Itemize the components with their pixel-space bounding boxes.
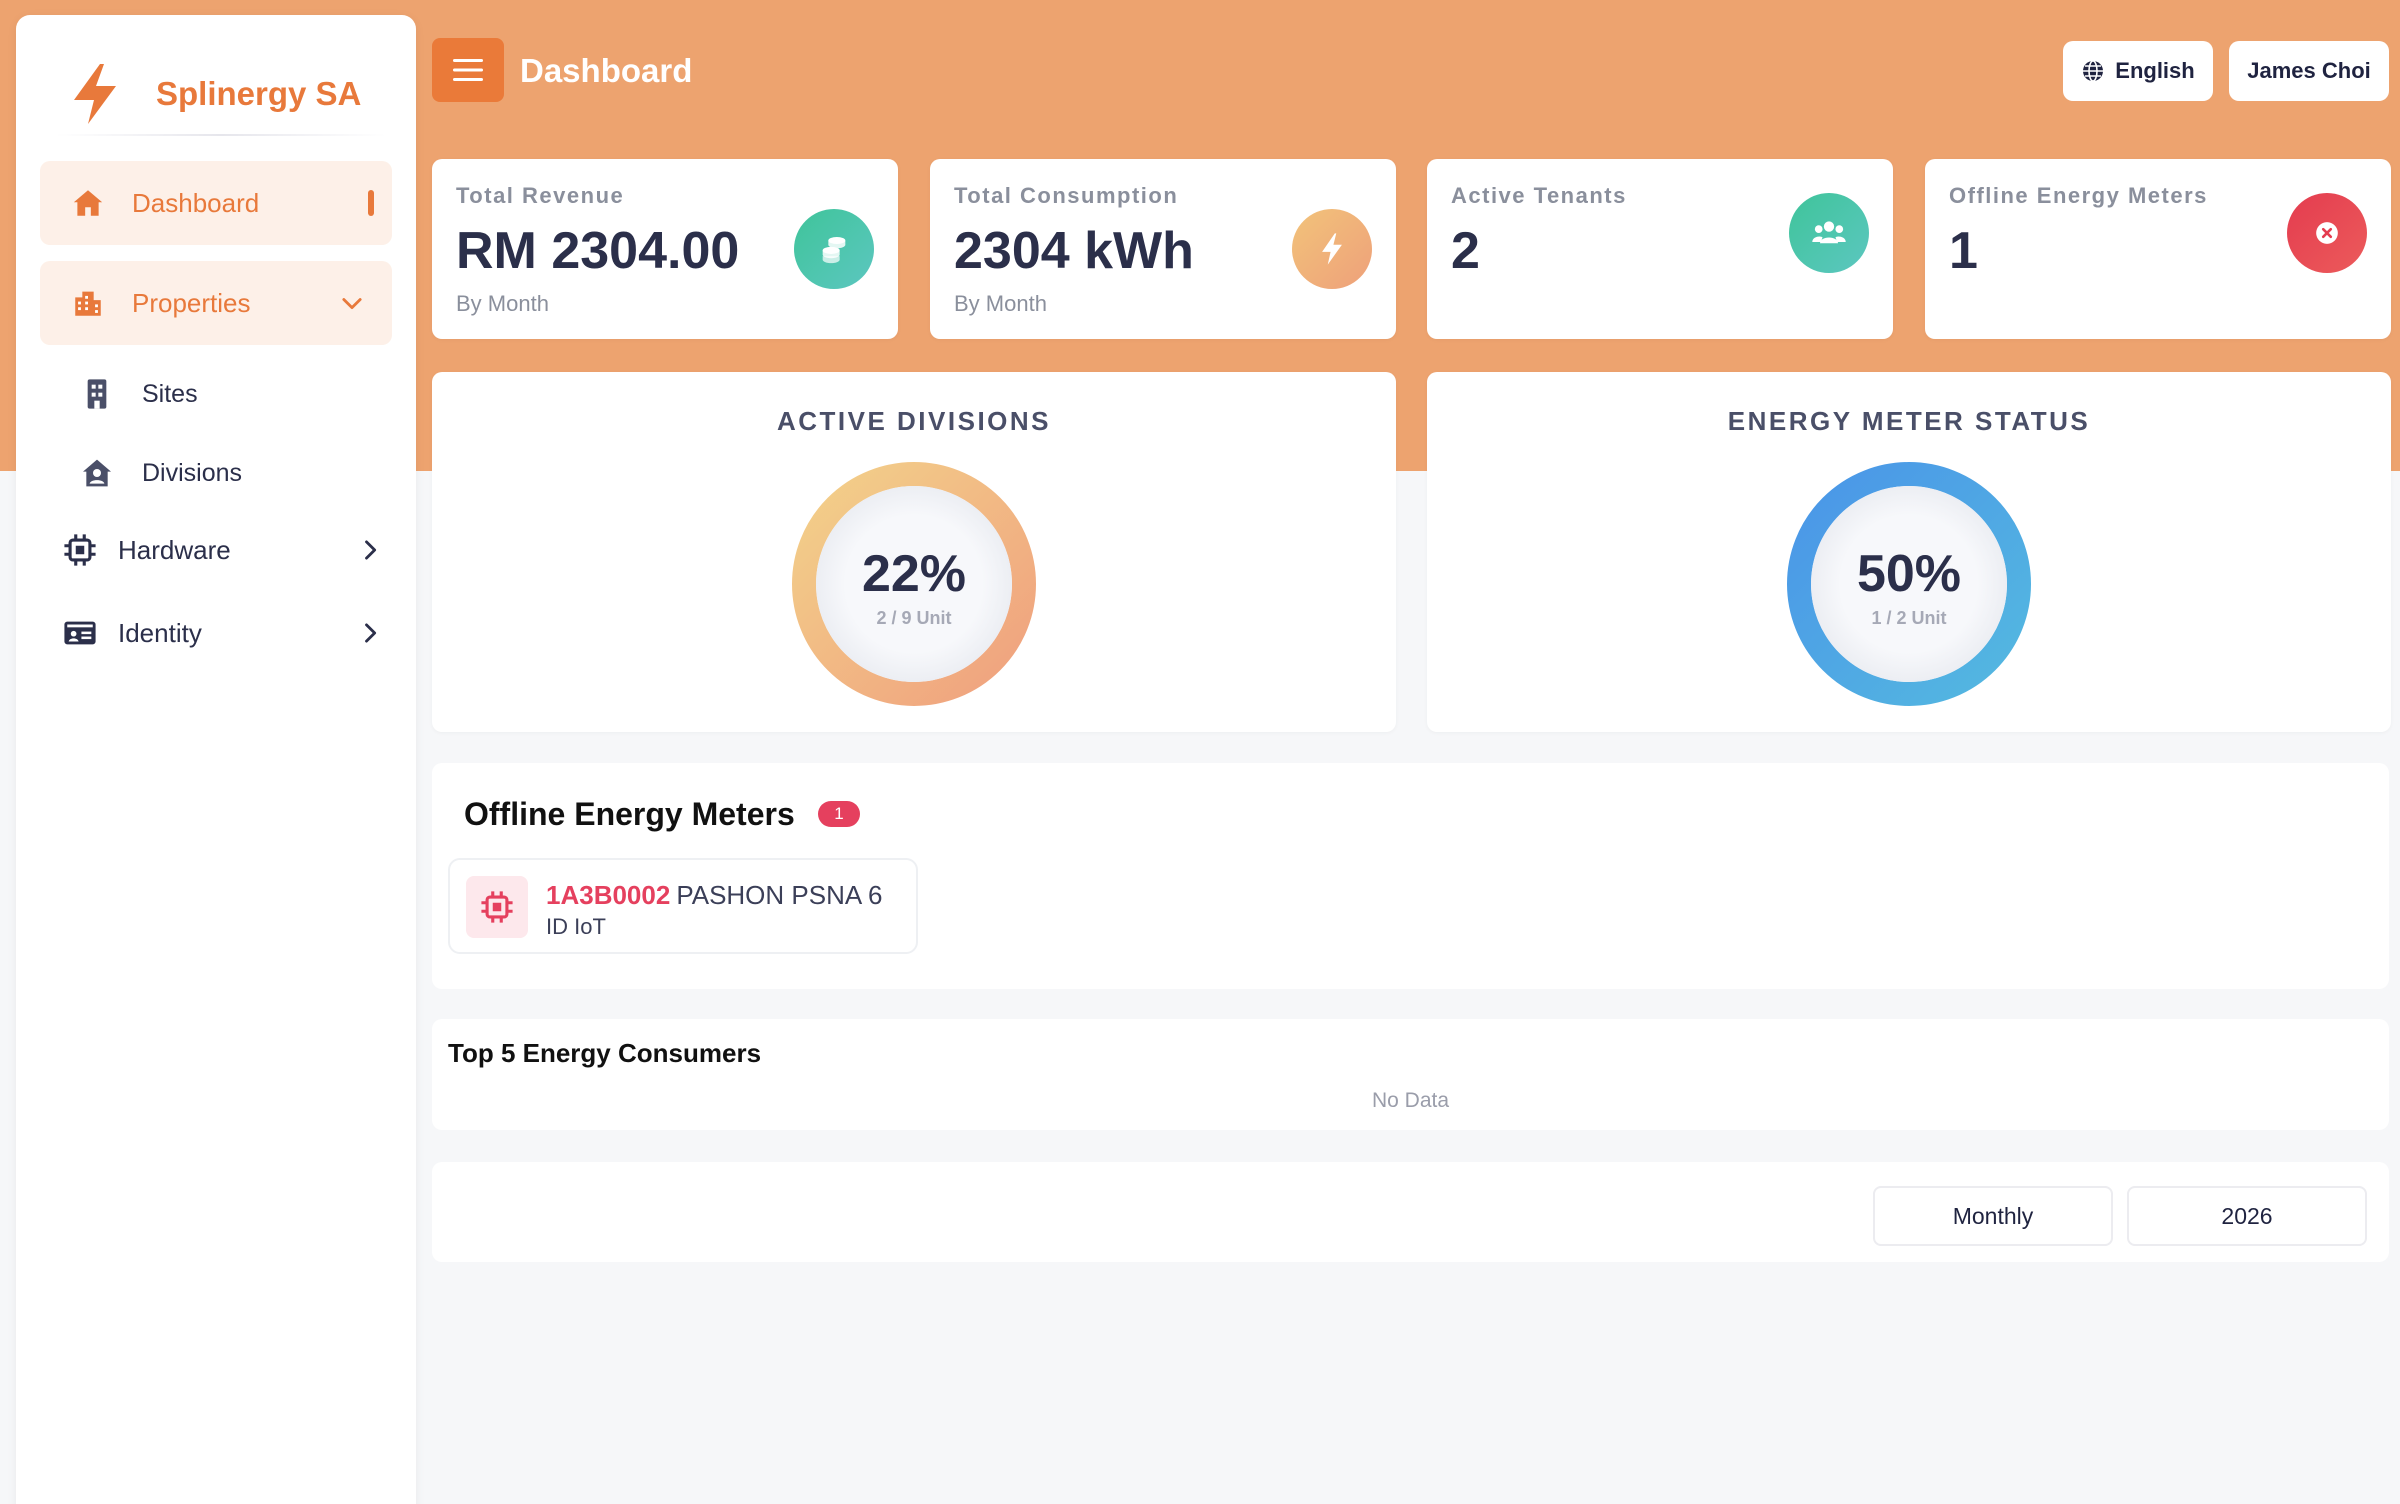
stat-value: 2304 kWh xyxy=(954,222,1194,280)
chip-icon xyxy=(62,532,98,568)
stat-title: Active Tenants xyxy=(1451,183,1627,208)
sidebar: Splinergy SA Dashboard Properties xyxy=(16,15,416,1504)
chart-filter-panel: Monthly 2026 xyxy=(432,1162,2389,1262)
section-title: Top 5 Energy Consumers xyxy=(448,1038,762,1068)
office-building-icon xyxy=(80,377,114,411)
period-select[interactable]: Monthly xyxy=(1873,1186,2113,1246)
sidebar-item-label: Sites xyxy=(142,379,198,408)
stat-title: Total Consumption xyxy=(954,183,1179,208)
stat-title: Offline Energy Meters xyxy=(1949,183,2208,208)
active-divisions-card: ACTIVE DIVISIONS 22% 2 / 9 Unit xyxy=(432,372,1396,732)
offline-meters-panel: Offline Energy Meters 1 1A3B0002 PASHON P… xyxy=(432,763,2389,989)
user-menu-button[interactable]: James Choi xyxy=(2229,41,2389,101)
language-label: English xyxy=(2115,58,2195,83)
sidebar-item-identity[interactable]: Identity xyxy=(62,603,392,663)
close-circle-icon xyxy=(2287,193,2367,273)
card-title: ENERGY METER STATUS xyxy=(1727,406,2091,436)
users-icon xyxy=(1789,193,1869,273)
sidebar-item-label: Dashboard xyxy=(132,187,260,218)
empty-state: No Data xyxy=(1371,1089,1450,1112)
stat-card-offline-energy-meters: Offline Energy Meters 1 xyxy=(1925,159,2391,339)
user-name: James Choi xyxy=(2247,58,2371,83)
sidebar-item-label: Identity xyxy=(118,617,202,648)
chevron-down-icon xyxy=(342,298,362,310)
id-card-icon xyxy=(62,615,98,651)
coins-icon xyxy=(794,209,874,289)
sidebar-item-label: Hardware xyxy=(118,534,231,565)
active-indicator xyxy=(368,190,374,216)
stat-title: Total Revenue xyxy=(456,183,625,208)
stat-value: 1 xyxy=(1949,222,1978,280)
building-icon xyxy=(70,285,106,321)
top-consumers-panel: Top 5 Energy Consumers No Data xyxy=(432,1019,2389,1130)
chevron-right-icon xyxy=(365,540,377,560)
donut-percent: 50% xyxy=(1856,545,1962,603)
meter-name: PASHON PSNA 6 xyxy=(676,880,883,910)
hamburger-icon xyxy=(453,59,483,81)
sidebar-item-properties[interactable]: Properties xyxy=(40,261,392,345)
user-house-icon xyxy=(80,456,114,490)
sidebar-item-dashboard[interactable]: Dashboard xyxy=(40,161,392,245)
donut-percent: 22% xyxy=(861,545,967,603)
brand-logo[interactable]: Splinergy SA xyxy=(66,49,361,139)
sidebar-item-sites[interactable]: Sites xyxy=(80,364,380,424)
sidebar-item-label: Divisions xyxy=(142,458,243,487)
lightning-icon xyxy=(74,64,116,124)
offline-meter-item[interactable]: 1A3B0002 PASHON PSNA 6 ID IoT xyxy=(448,858,918,954)
energy-meter-status-card: ENERGY METER STATUS 50% 1 / 2 Unit xyxy=(1427,372,2391,732)
stat-subtitle: By Month xyxy=(954,291,1047,316)
brand-name: Splinergy SA xyxy=(156,75,362,112)
sidebar-item-label: Properties xyxy=(132,287,251,318)
donut-unit: 1 / 2 Unit xyxy=(1871,608,1947,628)
stat-card-total-revenue: Total Revenue RM 2304.00 By Month xyxy=(432,159,898,339)
page-title: Dashboard xyxy=(520,52,693,89)
sidebar-item-divisions[interactable]: Divisions xyxy=(80,443,380,503)
donut-unit: 2 / 9 Unit xyxy=(876,608,952,628)
stat-card-active-tenants: Active Tenants 2 xyxy=(1427,159,1893,339)
globe-icon xyxy=(2083,60,2104,82)
language-button[interactable]: English xyxy=(2063,41,2213,101)
stat-subtitle: By Month xyxy=(456,291,549,316)
card-title: ACTIVE DIVISIONS xyxy=(776,406,1052,436)
stat-card-total-consumption: Total Consumption 2304 kWh By Month xyxy=(930,159,1396,339)
energy-meter-status-donut: 50% 1 / 2 Unit xyxy=(1787,462,2031,706)
stat-value: 2 xyxy=(1451,222,1480,280)
home-icon xyxy=(70,185,106,221)
meter-title: 1A3B0002 PASHON PSNA 6 xyxy=(546,880,882,911)
sidebar-item-hardware[interactable]: Hardware xyxy=(62,520,392,580)
section-title: Offline Energy Meters xyxy=(464,796,795,832)
active-divisions-donut: 22% 2 / 9 Unit xyxy=(792,462,1036,706)
chevron-right-icon xyxy=(365,623,377,643)
meter-type: ID IoT xyxy=(546,914,606,939)
year-select[interactable]: 2026 xyxy=(2127,1186,2367,1246)
meter-id: 1A3B0002 xyxy=(546,880,671,910)
stat-value: RM 2304.00 xyxy=(456,222,740,280)
brand-divider xyxy=(56,134,386,136)
menu-toggle-button[interactable] xyxy=(432,38,504,102)
lightning-icon xyxy=(1292,209,1372,289)
count-badge: 1 xyxy=(818,801,860,827)
chip-icon xyxy=(466,876,528,938)
